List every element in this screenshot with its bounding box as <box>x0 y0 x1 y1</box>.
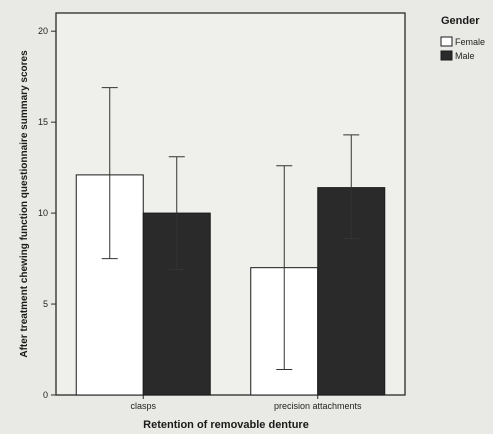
legend-swatch-male <box>440 50 453 61</box>
x-axis-ticks: clasps precision attachments <box>130 395 362 411</box>
y-tick-label: 5 <box>43 299 48 309</box>
y-tick-label: 15 <box>38 117 48 127</box>
y-tick-label: 20 <box>38 26 48 36</box>
legend-swatch-female <box>440 36 453 47</box>
y-axis-ticks: 0 5 10 15 20 <box>38 26 56 400</box>
y-tick-label: 10 <box>38 208 48 218</box>
x-tick-label: clasps <box>130 401 156 411</box>
y-axis-title: After treatment chewing function questio… <box>19 50 30 358</box>
y-tick-label: 0 <box>43 390 48 400</box>
legend: Gender Female Male <box>440 15 485 61</box>
legend-label-female: Female <box>455 37 485 47</box>
legend-label-male: Male <box>455 51 475 61</box>
x-tick-label: precision attachments <box>274 401 362 411</box>
error-bars-group <box>101 87 360 371</box>
x-axis-title: Retention of removable denture <box>143 419 309 431</box>
legend-title: Gender <box>441 15 480 27</box>
